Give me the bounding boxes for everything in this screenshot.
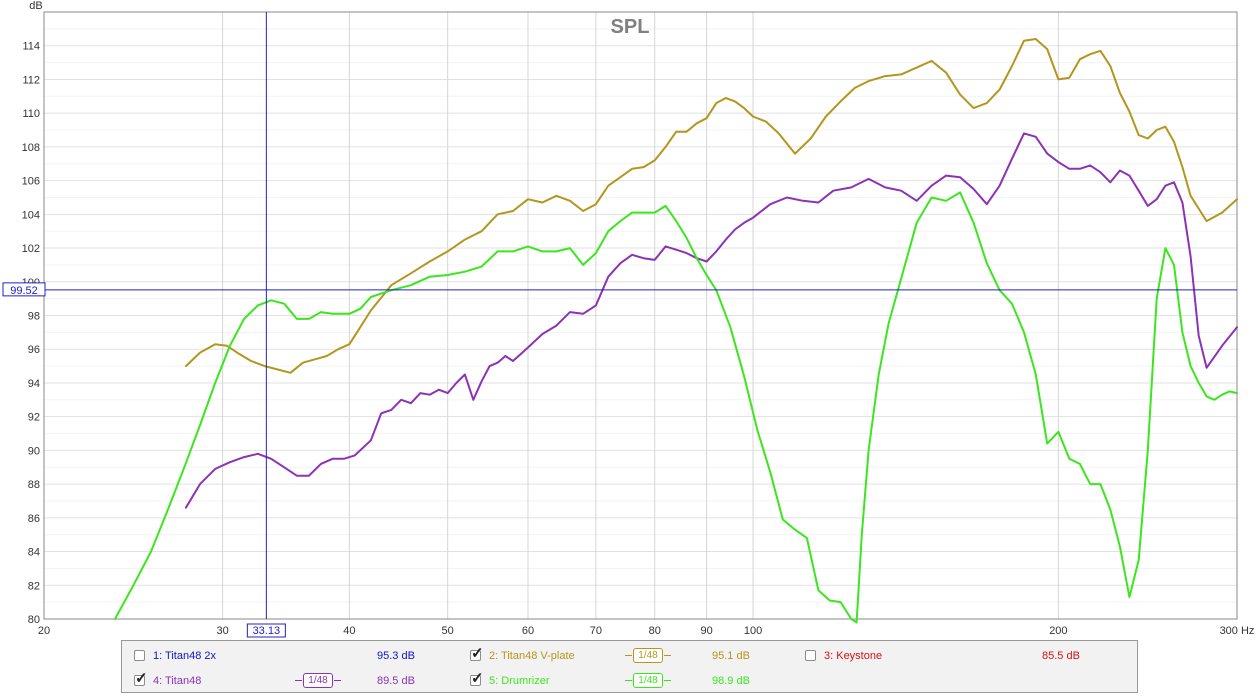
y-tick-label: 106 <box>22 176 40 188</box>
x-tick-label: 20 <box>38 625 50 637</box>
legend-item-titan48[interactable]: ✓ 4: Titan48 1/48 89.5 dB <box>134 671 454 689</box>
x-tick-label: 100 <box>744 625 762 637</box>
smoothing-badge[interactable]: 1/48 <box>625 648 671 663</box>
grid <box>43 12 1238 620</box>
legend-label: 3: Keystone <box>824 650 883 662</box>
y-tick-label: 104 <box>22 209 40 221</box>
legend-label: 2: Titan48 V-plate <box>489 650 575 662</box>
legend-item-drumrizer[interactable]: ✓ 5: Drumrizer 1/48 98.9 dB <box>470 671 790 689</box>
legend-checkbox[interactable] <box>805 650 816 661</box>
cursor-y-readout-box <box>2 282 46 297</box>
chart-background <box>0 0 1260 640</box>
x-tick-label: 70 <box>590 625 602 637</box>
legend-label: 5: Drumrizer <box>489 675 550 687</box>
y-tick-label: 90 <box>28 445 40 457</box>
checkmark-icon: ✓ <box>135 670 148 687</box>
legend-value: 85.5 dB <box>1042 650 1080 662</box>
x-tick-label: 50 <box>442 625 454 637</box>
legend-value: 89.5 dB <box>377 675 415 687</box>
series-line <box>114 191 1238 624</box>
plot-area-border <box>43 11 1238 620</box>
cursor[interactable]: 99.52 33.13 <box>2 12 1237 638</box>
legend-checkbox[interactable]: ✓ <box>134 671 148 687</box>
y-tick-label: 80 <box>28 614 40 626</box>
legend-checkbox[interactable]: ✓ <box>470 671 484 687</box>
y-tick-label: 88 <box>28 479 40 491</box>
y-tick-label: 102 <box>22 243 40 255</box>
y-tick-label: 84 <box>28 547 40 559</box>
series-lines <box>114 38 1238 624</box>
spl-chart[interactable]: SPL dB 80 82 84 86 88 90 92 94 96 98 100 102 104 106 1… <box>0 0 1260 640</box>
x-tick-label: 80 <box>649 625 661 637</box>
legend-item-titan48-2x[interactable]: 1: Titan48 2x 95.3 dB <box>134 648 454 664</box>
chart-title: SPL <box>611 16 650 38</box>
x-tick-label: 200 <box>1049 625 1067 637</box>
checkmark-icon: ✓ <box>471 645 484 662</box>
x-tick-label: 30 <box>216 625 228 637</box>
x-tick-label: 90 <box>700 625 712 637</box>
cursor-y-readout: 99.52 <box>10 285 38 297</box>
smoothing-badge[interactable]: 1/48 <box>295 673 341 688</box>
smoothing-badge[interactable]: 1/48 <box>625 673 671 688</box>
cursor-x-readout-box <box>246 623 286 638</box>
x-axis-ticks: 20 30 40 50 60 70 80 90 100 200 300 Hz <box>38 625 1255 637</box>
legend-value: 98.9 dB <box>712 675 750 687</box>
y-tick-label: 112 <box>22 74 40 86</box>
y-tick-label: 114 <box>22 41 40 53</box>
legend-label: 1: Titan48 2x <box>153 650 216 662</box>
y-tick-label: 108 <box>22 142 40 154</box>
x-tick-label: 300 Hz <box>1220 625 1255 637</box>
legend-value: 95.1 dB <box>712 650 750 662</box>
cursor-x-readout: 33.13 <box>253 625 281 637</box>
y-tick-label: 96 <box>28 344 40 356</box>
y-tick-label: 110 <box>22 108 40 120</box>
legend-value: 95.3 dB <box>377 650 415 662</box>
legend-label: 4: Titan48 <box>153 675 202 687</box>
legend-panel: 1: Titan48 2x 95.3 dB ✓ 2: Titan48 V-pla… <box>121 640 1138 693</box>
legend-item-titan48-v-plate[interactable]: ✓ 2: Titan48 V-plate 1/48 95.1 dB <box>470 646 790 664</box>
y-tick-label: 92 <box>28 412 40 424</box>
y-tick-label: 94 <box>28 378 40 390</box>
x-tick-label: 60 <box>522 625 534 637</box>
y-tick-label: 98 <box>28 311 40 323</box>
legend-checkbox[interactable]: ✓ <box>470 646 484 662</box>
legend-checkbox[interactable] <box>134 650 145 661</box>
legend-item-keystone[interactable]: 3: Keystone 85.5 dB <box>805 648 1125 664</box>
x-tick-label: 40 <box>343 625 355 637</box>
y-tick-label: 82 <box>28 580 40 592</box>
y-axis-unit-label: dB <box>29 0 42 12</box>
y-tick-label: 86 <box>28 513 40 525</box>
series-line <box>184 38 1238 374</box>
checkmark-icon: ✓ <box>471 670 484 687</box>
